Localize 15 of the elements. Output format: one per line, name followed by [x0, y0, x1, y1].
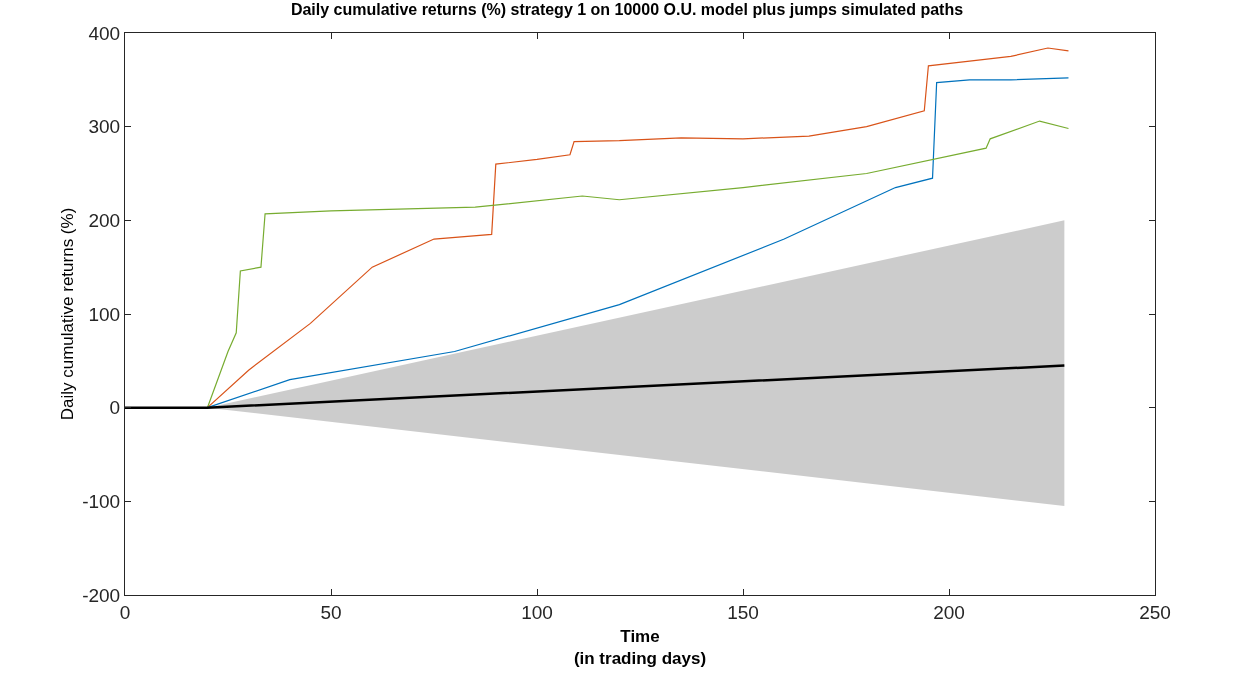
x-tick-label: 200 — [933, 601, 965, 623]
y-axis-title: Daily cumulative returns (%) — [57, 207, 77, 421]
x-tick-label: 250 — [1139, 601, 1171, 623]
y-tick-label: -100 — [82, 490, 121, 512]
x-tick-label: 150 — [727, 601, 759, 623]
x-tick-label: 50 — [320, 601, 342, 623]
y-tick-label: -200 — [82, 584, 121, 606]
x-axis-title: Time (in trading days) — [573, 627, 707, 669]
chart-title: Daily cumulative returns (%) strategy 1 on 10000 O.U. model plus jumps simulated paths — [290, 0, 964, 18]
y-tick-label: 100 — [88, 303, 121, 325]
y-tick-label: 200 — [88, 209, 121, 231]
y-tick-label: 400 — [88, 22, 121, 44]
y-tick-label: 300 — [88, 116, 121, 138]
y-tick-label: 0 — [109, 397, 121, 419]
x-tick-label: 100 — [521, 601, 553, 623]
